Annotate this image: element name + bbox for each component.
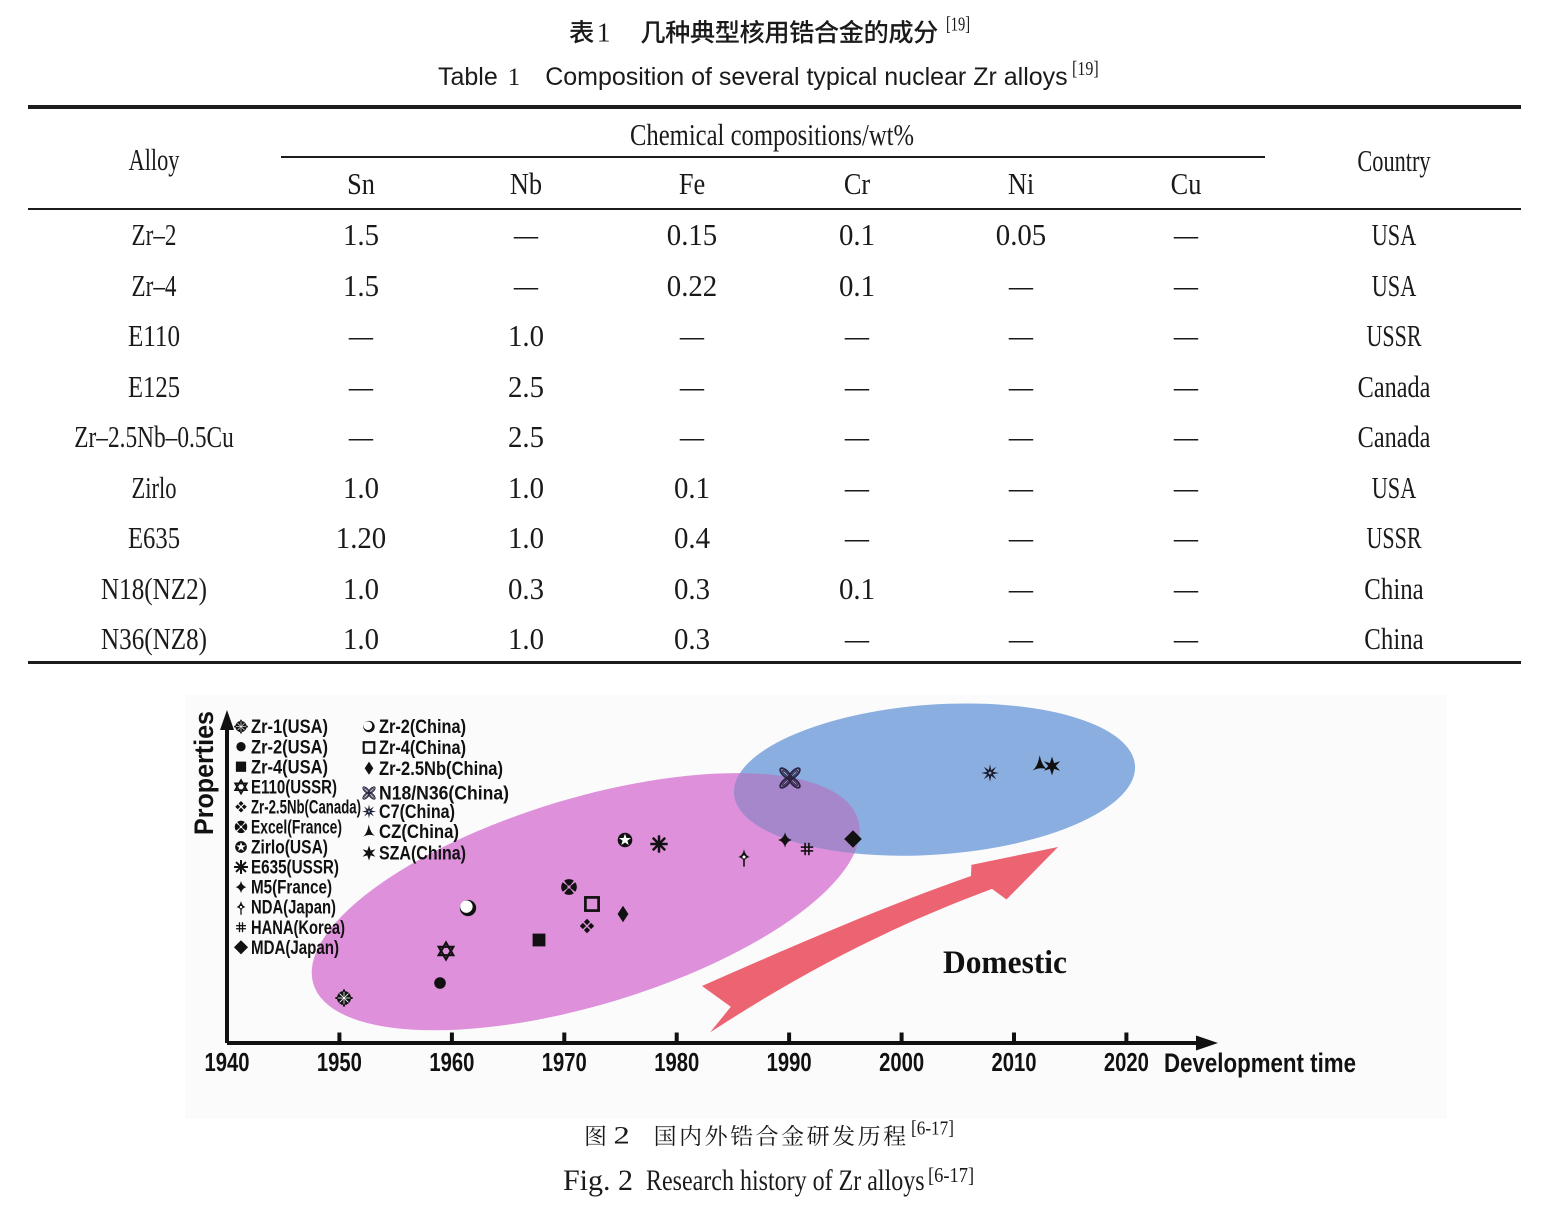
svg-text:E635(USSR): E635(USSR) bbox=[251, 858, 339, 879]
svg-text:2: 2 bbox=[614, 1121, 630, 1150]
svg-text:Zr-2(China): Zr-2(China) bbox=[379, 717, 466, 738]
svg-text:[19]: [19] bbox=[946, 14, 970, 36]
svg-text:Zr-4(China): Zr-4(China) bbox=[379, 738, 466, 759]
svg-text:C7(China): C7(China) bbox=[379, 802, 455, 823]
svg-text:NDA(Japan): NDA(Japan) bbox=[251, 898, 336, 919]
svg-text:Zirlo(USA): Zirlo(USA) bbox=[251, 838, 328, 859]
svg-text:1960: 1960 bbox=[429, 1047, 474, 1077]
svg-text:Zr-4(USA): Zr-4(USA) bbox=[251, 757, 328, 778]
svg-text:Zr-2(USA): Zr-2(USA) bbox=[251, 737, 328, 758]
svg-text:1950: 1950 bbox=[317, 1047, 362, 1077]
svg-text:HANA(Korea): HANA(Korea) bbox=[251, 918, 345, 939]
svg-text:E110(USSR): E110(USSR) bbox=[251, 777, 337, 798]
svg-text:Excel(France): Excel(France) bbox=[251, 818, 342, 839]
svg-text:2020: 2020 bbox=[1104, 1047, 1149, 1077]
svg-text:Zr-2.5Nb(Canada): Zr-2.5Nb(Canada) bbox=[251, 797, 361, 818]
svg-text:N18/N36(China): N18/N36(China) bbox=[379, 784, 509, 805]
svg-text:[6-17]: [6-17] bbox=[911, 1118, 954, 1140]
svg-text:1990: 1990 bbox=[767, 1047, 812, 1077]
svg-text:Zr-1(USA): Zr-1(USA) bbox=[251, 717, 328, 738]
svg-text:1940: 1940 bbox=[205, 1047, 250, 1077]
svg-text:Domestic: Domestic bbox=[943, 945, 1067, 981]
svg-text:1980: 1980 bbox=[654, 1047, 699, 1077]
svg-text:2000: 2000 bbox=[879, 1047, 924, 1077]
svg-text:2010: 2010 bbox=[992, 1047, 1037, 1077]
svg-text:Development time: Development time bbox=[1164, 1048, 1356, 1078]
svg-text:CZ(China): CZ(China) bbox=[379, 822, 459, 843]
svg-text:Zr-2.5Nb(China): Zr-2.5Nb(China) bbox=[379, 759, 503, 780]
svg-text:SZA(China): SZA(China) bbox=[379, 844, 466, 865]
svg-text:1: 1 bbox=[597, 16, 611, 47]
svg-text:MDA(Japan): MDA(Japan) bbox=[251, 938, 339, 959]
svg-text:1970: 1970 bbox=[542, 1047, 587, 1077]
svg-text:Properties: Properties bbox=[189, 711, 219, 835]
svg-text:M5(France): M5(France) bbox=[251, 878, 332, 899]
